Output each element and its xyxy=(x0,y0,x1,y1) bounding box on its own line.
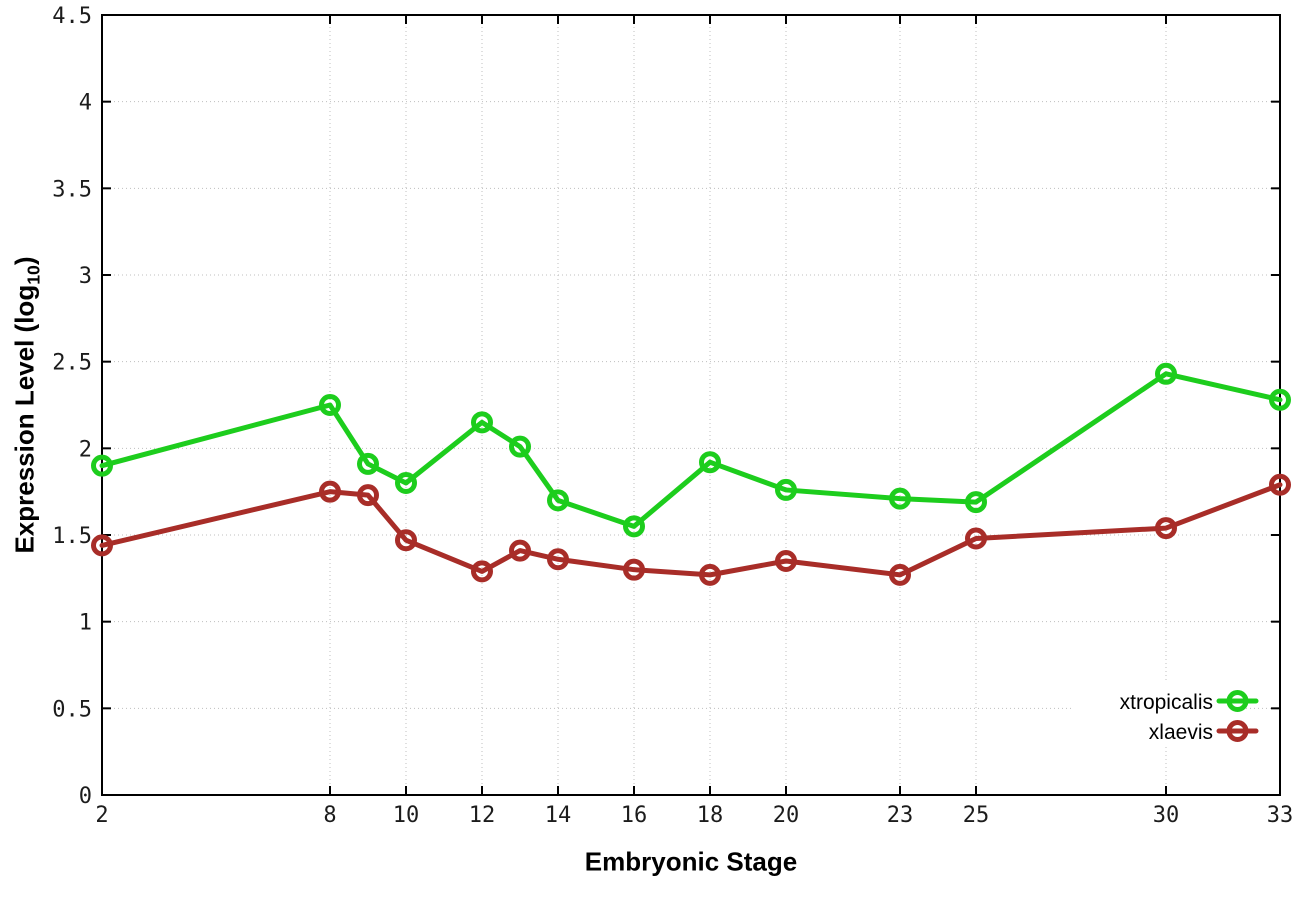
x-tick-label: 33 xyxy=(1267,803,1294,828)
y-tick-label: 0 xyxy=(79,784,92,809)
y-tick-label: 4.5 xyxy=(52,4,92,29)
data-point xyxy=(319,480,341,503)
data-point xyxy=(395,472,417,494)
x-axis-title: Embryonic Stage xyxy=(584,846,798,877)
legend-marker-point xyxy=(1226,690,1249,712)
data-point xyxy=(509,539,531,562)
x-tick-label: 23 xyxy=(887,803,914,828)
gridlines xyxy=(101,15,1281,795)
legend-label-xlaevis: xlaevis xyxy=(1149,721,1213,744)
x-tick-label: 14 xyxy=(545,803,572,828)
legend-marker-xlaevis xyxy=(1216,720,1259,742)
data-point xyxy=(699,451,721,474)
data-point xyxy=(623,558,645,581)
y-axis-title-subscript: 10 xyxy=(23,265,44,285)
y-tick-label: 2.5 xyxy=(52,351,92,376)
x-tick-label: 30 xyxy=(1153,803,1180,828)
legend-marker-point xyxy=(1226,720,1249,742)
data-point xyxy=(699,563,721,586)
data-point xyxy=(547,489,569,512)
data-point xyxy=(889,487,911,510)
data-point xyxy=(91,454,113,477)
plot-border xyxy=(101,14,1281,796)
y-tick-label: 4 xyxy=(79,91,92,116)
y-tick-label: 1.5 xyxy=(52,524,92,549)
data-point xyxy=(547,548,569,571)
data-point xyxy=(1155,362,1177,385)
data-point xyxy=(319,394,341,416)
x-tick-label: 25 xyxy=(963,803,990,828)
data-series xyxy=(91,362,1291,586)
data-point xyxy=(471,411,493,434)
y-axis-title-suffix: ) xyxy=(9,256,40,266)
y-tick-label: 3 xyxy=(79,264,92,289)
data-point xyxy=(357,484,379,507)
data-point xyxy=(1269,388,1291,411)
data-point xyxy=(1155,517,1177,540)
data-point xyxy=(889,563,911,586)
x-tick-label: 8 xyxy=(323,803,336,828)
y-tick-label: 1 xyxy=(79,611,92,636)
data-point xyxy=(965,491,987,514)
y-tick-labels: 0 0.5 1 1.5 2 2.5 3 3.5 4 4.5 xyxy=(52,4,92,809)
x-tick-labels: 2 8 10 12 14 16 18 20 23 25 30 33 xyxy=(95,803,1293,828)
y-tick-label: 3.5 xyxy=(52,177,92,202)
legend-label-xtropicalis: xtropicalis xyxy=(1120,691,1213,714)
data-point xyxy=(509,435,531,458)
axis-ticks xyxy=(101,14,1281,796)
data-point xyxy=(965,527,987,550)
y-tick-label: 0.5 xyxy=(52,697,92,722)
x-tick-label: 18 xyxy=(697,803,724,828)
series-xtropicalis xyxy=(91,362,1291,538)
data-point xyxy=(1269,473,1291,496)
data-point xyxy=(775,478,797,501)
series-xlaevis xyxy=(91,473,1291,586)
legend: xtropicalis xlaevis xyxy=(1072,683,1259,747)
x-tick-label: 20 xyxy=(773,803,800,828)
legend-marker-xtropicalis xyxy=(1216,690,1259,712)
y-tick-label: 2 xyxy=(79,437,92,462)
data-point xyxy=(395,529,417,552)
data-point xyxy=(91,534,113,557)
x-tick-label: 12 xyxy=(469,803,496,828)
series-line xyxy=(99,482,1283,578)
y-axis-title: Expression Level (log10) xyxy=(9,256,44,553)
data-point xyxy=(623,515,645,538)
legend-backdrop xyxy=(1072,683,1246,747)
x-tick-label: 2 xyxy=(95,803,108,828)
data-point xyxy=(775,550,797,572)
x-tick-label: 10 xyxy=(393,803,420,828)
x-tick-label: 16 xyxy=(621,803,648,828)
data-point xyxy=(471,560,493,583)
y-axis-title-text: Expression Level (log xyxy=(9,284,40,554)
data-point xyxy=(357,452,379,475)
